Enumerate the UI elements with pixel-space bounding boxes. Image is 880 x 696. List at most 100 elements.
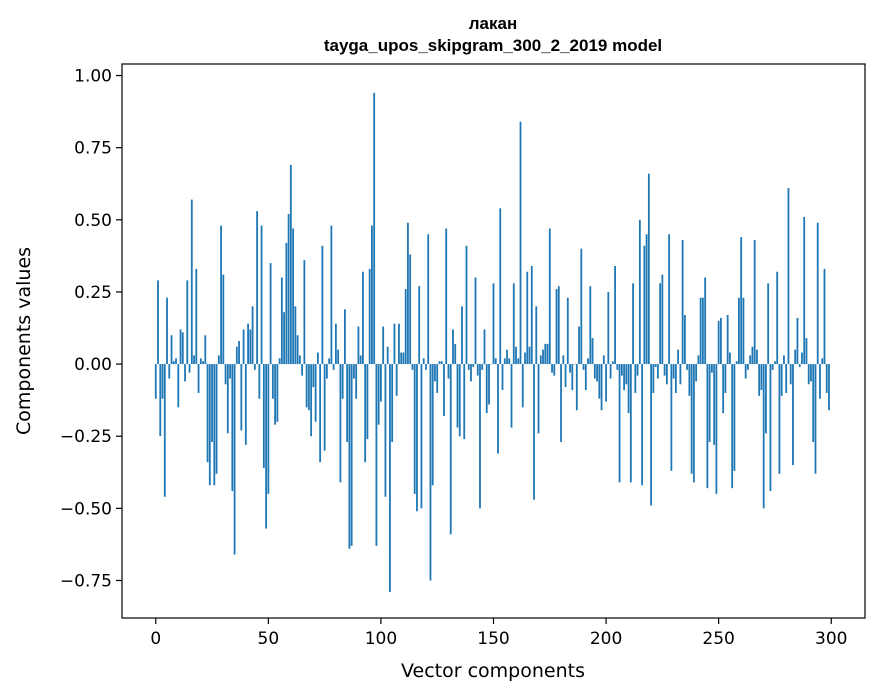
bar-211 (630, 364, 632, 482)
bar-123 (432, 364, 434, 485)
bar-148 (488, 364, 490, 404)
bar-138 (466, 246, 468, 364)
bar-298 (826, 364, 828, 393)
bar-27 (216, 364, 218, 474)
bar-232 (677, 350, 679, 364)
bar-159 (513, 283, 515, 364)
bar-106 (394, 324, 396, 364)
bar-77 (328, 358, 330, 364)
bar-197 (598, 364, 600, 399)
bar-224 (659, 283, 661, 364)
bar-196 (596, 364, 598, 381)
bar-173 (544, 344, 546, 364)
bar-199 (603, 355, 605, 364)
bar-147 (486, 364, 488, 413)
bar-72 (317, 353, 319, 365)
bar-260 (740, 237, 742, 364)
bar-275 (774, 361, 776, 364)
bar-167 (531, 266, 533, 364)
bar-243 (702, 298, 704, 364)
bar-54 (276, 364, 278, 422)
bar-59 (288, 214, 290, 364)
bar-79 (333, 364, 335, 370)
bar-257 (734, 364, 736, 471)
bar-9 (175, 358, 177, 364)
bar-166 (529, 347, 531, 364)
bar-100 (380, 364, 382, 402)
bar-22 (204, 335, 206, 364)
bar-8 (173, 361, 175, 364)
bar-23 (207, 364, 209, 462)
bar-205 (616, 364, 618, 370)
bar-3 (162, 364, 164, 399)
bar-184 (569, 364, 571, 373)
bar-236 (686, 364, 688, 370)
bar-95 (369, 269, 371, 364)
bar-76 (326, 364, 328, 378)
bar-220 (650, 364, 652, 505)
bar-182 (565, 364, 567, 387)
bar-73 (319, 364, 321, 462)
bar-246 (709, 364, 711, 442)
bar-258 (736, 361, 738, 364)
bar-85 (346, 364, 348, 442)
bar-67 (306, 364, 308, 407)
bar-30 (222, 275, 224, 364)
bar-49 (265, 364, 267, 528)
bar-273 (770, 364, 772, 491)
bar-294 (817, 223, 819, 364)
bar-82 (340, 364, 342, 482)
bar-297 (824, 269, 826, 364)
bar-282 (790, 364, 792, 384)
bar-42 (249, 329, 251, 364)
bar-88 (353, 364, 355, 378)
bar-177 (553, 364, 555, 376)
bar-287 (801, 353, 803, 365)
bar-36 (236, 347, 238, 364)
bar-14 (186, 280, 188, 364)
bar-70 (312, 364, 314, 387)
bar-103 (387, 347, 389, 364)
bar-46 (258, 364, 260, 399)
y-axis-label: Components values (13, 247, 35, 435)
bar-99 (378, 364, 380, 425)
bar-215 (639, 220, 641, 364)
bar-228 (668, 234, 670, 364)
bar-6 (168, 364, 170, 378)
y-tick-label: −0.75 (60, 571, 112, 591)
bar-227 (666, 364, 668, 384)
bar-230 (673, 364, 675, 378)
bar-118 (421, 364, 423, 508)
bar-247 (711, 364, 713, 373)
y-tick-label: 0.25 (74, 283, 112, 303)
bar-40 (245, 364, 247, 445)
bar-209 (625, 364, 627, 384)
bar-187 (576, 364, 578, 410)
bar-125 (436, 364, 438, 393)
bar-25 (211, 364, 213, 442)
bar-221 (652, 364, 654, 393)
bar-108 (398, 324, 400, 364)
bar-193 (589, 286, 591, 364)
bar-276 (776, 272, 778, 364)
bar-185 (571, 364, 573, 390)
bar-218 (646, 234, 648, 364)
bar-37 (238, 341, 240, 364)
bar-162 (520, 122, 522, 364)
bar-245 (706, 364, 708, 488)
bar-10 (177, 364, 179, 407)
bar-288 (803, 217, 805, 364)
bar-192 (587, 358, 589, 364)
bar-140 (470, 364, 472, 381)
bar-107 (396, 364, 398, 396)
bar-65 (301, 364, 303, 376)
bar-90 (358, 327, 360, 365)
bar-158 (511, 364, 513, 427)
bar-156 (506, 350, 508, 364)
bar-135 (459, 364, 461, 436)
bar-19 (198, 364, 200, 393)
bar-7 (171, 335, 173, 364)
bar-26 (213, 364, 215, 485)
bar-237 (688, 364, 690, 396)
